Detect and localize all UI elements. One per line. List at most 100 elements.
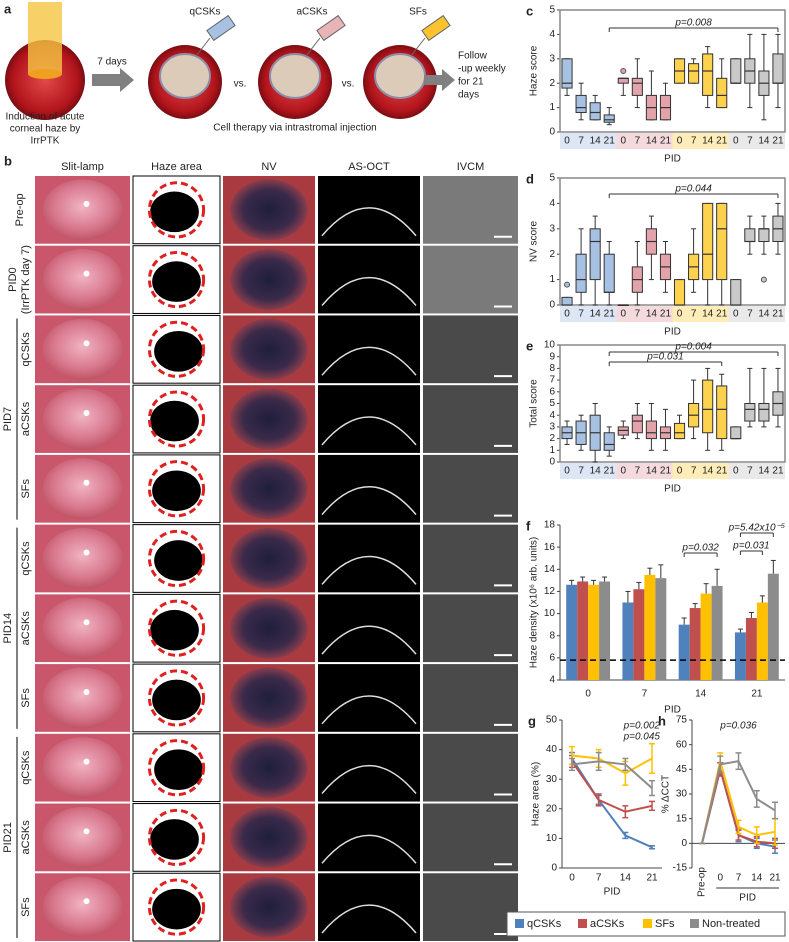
bar bbox=[566, 584, 578, 680]
x-tick-label: 0 bbox=[733, 309, 739, 320]
x-tick-label: 14 bbox=[751, 873, 763, 884]
photo bbox=[230, 597, 308, 659]
y-tick-label: 18 bbox=[544, 520, 556, 531]
box bbox=[716, 202, 728, 281]
box bbox=[589, 102, 601, 121]
y-tick-label: 5 bbox=[549, 5, 555, 16]
photo bbox=[152, 470, 201, 512]
photo bbox=[423, 733, 518, 802]
p-value: p=0.031 bbox=[732, 541, 769, 552]
series-line bbox=[701, 759, 776, 844]
x-tick-label: 0 bbox=[733, 136, 739, 147]
x-tick-label: 7 bbox=[747, 466, 753, 477]
box bbox=[589, 228, 601, 281]
y-tick-label: 5 bbox=[549, 398, 555, 409]
y-tick-label: 60 bbox=[676, 739, 688, 750]
x-tick-label: 0 bbox=[569, 873, 575, 884]
x-tick-label: 14 bbox=[702, 466, 714, 477]
x-tick-label: 7 bbox=[747, 309, 753, 320]
photo bbox=[42, 179, 123, 241]
x-axis-label: PID bbox=[739, 893, 756, 904]
photo bbox=[318, 454, 420, 523]
photo bbox=[147, 529, 206, 588]
photo bbox=[147, 460, 206, 518]
photo bbox=[42, 876, 123, 938]
row-label: Pre-op bbox=[14, 193, 26, 226]
row-label: aCSKs bbox=[20, 820, 32, 855]
y-tick-label: 3 bbox=[549, 422, 555, 433]
x-tick-label: 7 bbox=[635, 466, 641, 477]
reagent-label: aCSKs bbox=[296, 7, 327, 18]
photo bbox=[83, 828, 90, 835]
caption: days bbox=[458, 90, 479, 101]
box bbox=[603, 432, 615, 451]
group-strip bbox=[672, 463, 729, 479]
box bbox=[702, 379, 714, 434]
reagent-label: SFs bbox=[409, 7, 427, 18]
x-tick-label: 7 bbox=[691, 309, 697, 320]
legend-label: SFs bbox=[655, 918, 675, 930]
photo bbox=[321, 834, 417, 864]
row-label: SFs bbox=[20, 478, 32, 498]
y-axis-label: % ΔCCT bbox=[661, 775, 672, 813]
bar bbox=[599, 581, 611, 680]
photo bbox=[230, 806, 308, 868]
legend-label: qCSKs bbox=[527, 918, 562, 930]
bar bbox=[689, 608, 701, 680]
x-tick-label: 7 bbox=[596, 873, 602, 884]
x-tick-label: 14 bbox=[758, 136, 770, 147]
outlier bbox=[564, 281, 571, 288]
bar bbox=[588, 584, 600, 680]
photo bbox=[147, 251, 206, 309]
group-strip bbox=[616, 463, 673, 479]
x-tick-label: 7 bbox=[635, 309, 641, 320]
y-tick-label: 20 bbox=[546, 803, 558, 814]
column-header: Haze area bbox=[151, 161, 203, 173]
photo bbox=[318, 176, 420, 244]
syringe bbox=[195, 14, 451, 57]
bar bbox=[700, 593, 712, 680]
photo bbox=[83, 549, 90, 556]
y-tick-label: 1 bbox=[549, 274, 555, 285]
bar bbox=[655, 578, 667, 680]
plot-frame bbox=[559, 344, 786, 463]
photo bbox=[321, 207, 417, 237]
row-label: SFs bbox=[20, 688, 32, 708]
photo bbox=[42, 667, 123, 729]
irradiation bbox=[28, 2, 62, 74]
x-tick-label: 21 bbox=[660, 136, 672, 147]
row-label: PID0 bbox=[7, 267, 19, 291]
group-strip bbox=[560, 133, 617, 149]
y-tick-label: 0 bbox=[551, 863, 557, 874]
photo bbox=[150, 191, 199, 233]
p-value: p=5.42x10⁻⁵ bbox=[728, 523, 785, 534]
photo bbox=[423, 176, 518, 244]
y-tick-label: 0 bbox=[549, 127, 555, 138]
y-tick-label: 30 bbox=[546, 774, 558, 785]
x-tick-label: 7 bbox=[578, 136, 584, 147]
x-tick-label: 7 bbox=[642, 689, 648, 700]
panel-label: d bbox=[526, 171, 534, 186]
x-tick-label: 7 bbox=[578, 309, 584, 320]
photo bbox=[132, 454, 221, 524]
legend-swatch bbox=[690, 919, 699, 928]
caption: IrrPTK bbox=[31, 136, 60, 147]
outlier bbox=[620, 68, 627, 74]
y-tick-label: 16 bbox=[544, 542, 556, 553]
photo bbox=[147, 390, 206, 448]
x-axis-label: PID bbox=[664, 327, 681, 338]
photo bbox=[318, 733, 420, 802]
group-strip bbox=[560, 463, 617, 479]
photo bbox=[423, 385, 518, 453]
photo bbox=[83, 619, 90, 626]
x-tick-label: 0 bbox=[677, 309, 683, 320]
photo bbox=[150, 609, 199, 651]
x-tick-label: 21 bbox=[604, 309, 616, 320]
photo bbox=[423, 524, 518, 593]
photo bbox=[83, 688, 90, 695]
photo bbox=[321, 346, 417, 376]
x-tick-label: 21 bbox=[660, 466, 672, 477]
p-value: p=0.045 bbox=[623, 732, 661, 743]
series-line bbox=[571, 757, 653, 849]
